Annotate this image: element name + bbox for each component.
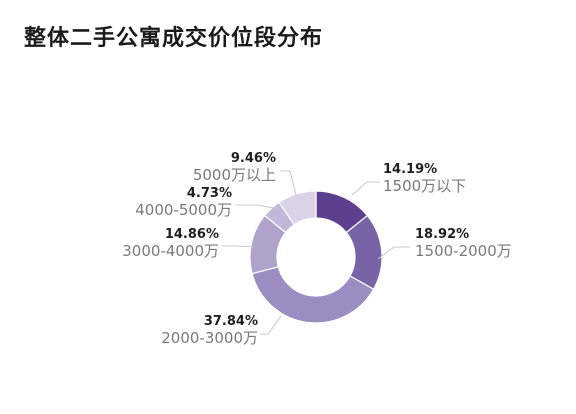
leader-line (260, 315, 282, 335)
leader-line (377, 246, 410, 260)
slice-category-label: 4000-5000万 (135, 201, 232, 219)
slice-percent-label: 14.86% (165, 227, 219, 242)
leader-line (280, 170, 297, 196)
slice-category-label: 3000-4000万 (122, 242, 219, 260)
leader-line (351, 181, 380, 196)
slice-percent-label: 14.19% (383, 162, 437, 177)
slice-category-label: 5000万以上 (193, 166, 276, 184)
chart-title: 整体二手公寓成交价位段分布 (24, 26, 324, 51)
slice-category-label: 2000-3000万 (161, 329, 258, 347)
donut-slice (251, 266, 375, 324)
slice-percent-label: 18.92% (415, 227, 469, 242)
slice-percent-label: 37.84% (204, 314, 258, 329)
slice-category-label: 1500万以下 (383, 177, 466, 195)
slice-percent-label: 4.73% (187, 186, 232, 201)
donut-slice (278, 190, 317, 226)
leader-line (235, 204, 275, 209)
slice-percent-label: 9.46% (231, 151, 276, 166)
leader-line (222, 245, 255, 248)
slice-category-label: 1500-2000万 (415, 242, 512, 260)
